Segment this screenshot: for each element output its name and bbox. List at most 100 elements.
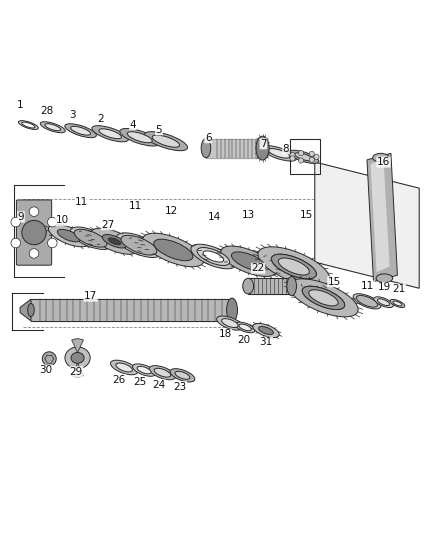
Text: 15: 15 [328,277,341,287]
Text: 26: 26 [112,375,126,385]
Ellipse shape [217,316,243,330]
Circle shape [290,152,295,158]
Ellipse shape [109,238,121,245]
Text: 23: 23 [173,382,187,392]
Ellipse shape [226,298,237,322]
Ellipse shape [91,228,138,254]
Ellipse shape [272,254,316,279]
Text: 11: 11 [129,200,142,211]
Polygon shape [20,299,31,321]
Text: 13: 13 [242,210,255,220]
Text: 2: 2 [97,114,104,124]
Ellipse shape [253,324,279,337]
Text: 11: 11 [361,281,374,291]
Ellipse shape [378,299,390,305]
Ellipse shape [22,122,35,128]
Ellipse shape [258,327,273,335]
Ellipse shape [239,324,251,331]
Text: 8: 8 [283,144,290,154]
Ellipse shape [199,249,228,264]
Circle shape [11,217,21,227]
Circle shape [47,238,57,248]
Ellipse shape [268,149,290,158]
Text: 19: 19 [378,282,391,293]
Circle shape [298,150,304,156]
Ellipse shape [289,279,358,317]
Polygon shape [371,158,390,272]
Ellipse shape [117,233,161,257]
Ellipse shape [373,154,389,162]
Text: 31: 31 [259,337,272,347]
Circle shape [309,151,314,157]
Ellipse shape [102,235,127,248]
Ellipse shape [28,303,34,317]
Text: 14: 14 [208,212,221,222]
Text: 7: 7 [260,139,267,149]
Text: 20: 20 [237,335,250,345]
Ellipse shape [231,252,266,271]
Ellipse shape [203,251,223,262]
Text: 9: 9 [18,212,24,222]
Text: 24: 24 [152,380,166,390]
Ellipse shape [201,139,211,158]
Ellipse shape [302,286,345,310]
Ellipse shape [71,352,84,364]
Text: 16: 16 [377,157,390,167]
Ellipse shape [258,247,330,286]
Circle shape [47,217,57,227]
Ellipse shape [110,360,138,375]
Ellipse shape [57,229,80,242]
Text: 29: 29 [70,367,83,377]
Circle shape [29,249,39,258]
Ellipse shape [152,135,180,147]
Ellipse shape [175,372,190,379]
Ellipse shape [374,297,393,308]
Ellipse shape [222,319,238,327]
Ellipse shape [18,120,39,130]
Circle shape [290,156,295,161]
Ellipse shape [357,295,378,307]
Ellipse shape [197,247,230,265]
Ellipse shape [261,146,297,161]
Ellipse shape [133,364,156,376]
Ellipse shape [116,363,132,372]
Ellipse shape [49,224,89,247]
Ellipse shape [65,124,96,138]
Circle shape [11,238,21,248]
Ellipse shape [170,369,195,382]
Text: 5: 5 [155,125,162,135]
Text: 30: 30 [39,365,53,375]
Ellipse shape [309,290,338,306]
Ellipse shape [390,300,405,308]
Circle shape [314,154,319,159]
Text: 18: 18 [219,329,232,340]
Ellipse shape [144,132,187,151]
Ellipse shape [272,254,316,279]
Text: 6: 6 [205,133,212,143]
Text: 3: 3 [70,110,76,120]
Circle shape [309,157,314,163]
Polygon shape [315,162,419,288]
Text: 17: 17 [84,291,97,301]
Text: 27: 27 [101,220,115,230]
Ellipse shape [45,124,60,131]
Polygon shape [367,154,397,282]
Ellipse shape [287,277,297,296]
Ellipse shape [235,322,255,333]
Ellipse shape [302,286,345,310]
Text: 15: 15 [300,210,313,220]
Circle shape [42,352,56,366]
Ellipse shape [154,239,193,261]
Ellipse shape [243,278,254,294]
Ellipse shape [393,301,402,306]
Ellipse shape [65,347,90,369]
Ellipse shape [40,122,65,133]
Text: 11: 11 [75,197,88,207]
Ellipse shape [149,366,176,380]
Text: 12: 12 [165,206,178,216]
FancyBboxPatch shape [16,200,52,265]
Text: 28: 28 [40,106,53,116]
Ellipse shape [278,258,309,275]
Ellipse shape [256,136,269,160]
Ellipse shape [127,132,152,143]
